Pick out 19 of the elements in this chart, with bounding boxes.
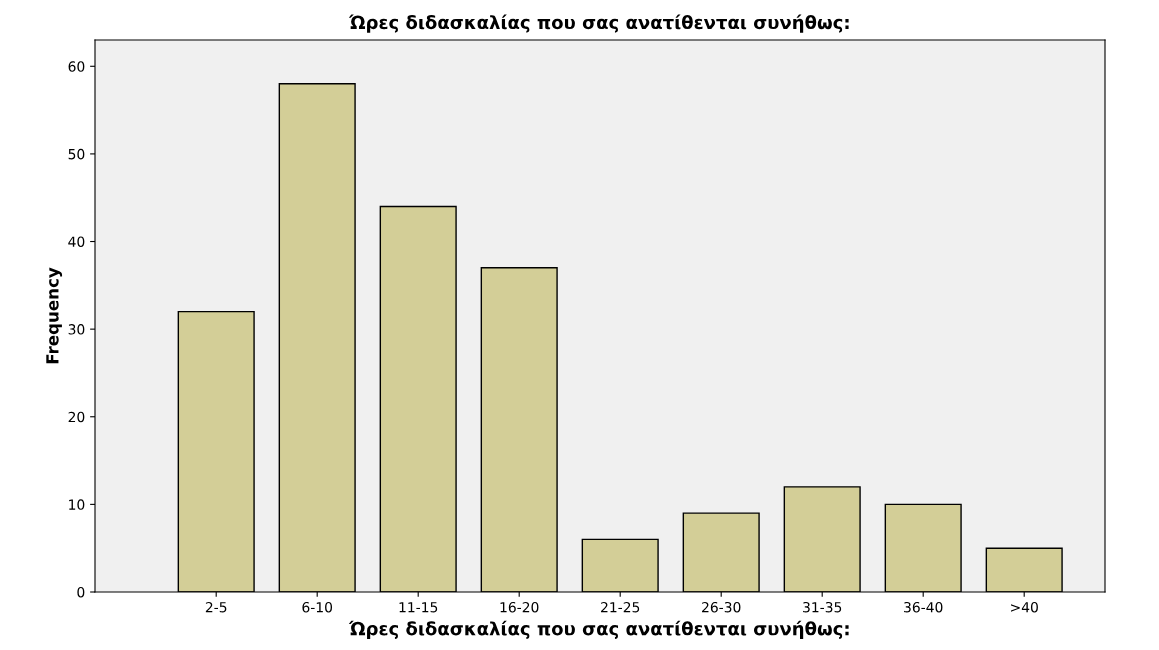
y-tick-label: 10 — [69, 499, 85, 510]
x-tick-label: 26-30 — [702, 601, 741, 613]
x-axis-title: Ώρες διδασκαλίας που σας ανατίθενται συνήθως: — [348, 620, 849, 639]
x-tick-label: 21-25 — [601, 601, 640, 613]
x-tick-label: 11-15 — [399, 602, 438, 613]
x-tick-label: 16-20 — [500, 601, 539, 613]
x-tick-label: 2-5 — [205, 601, 227, 613]
chart-title: Ώρες διδασκαλίας που σας ανατίθενται συνήθως: — [348, 14, 849, 33]
y-tick-label: 60 — [68, 61, 85, 72]
y-tick-label: 30 — [68, 324, 85, 335]
y-tick-label: 50 — [68, 148, 85, 160]
x-tick-label: 31-35 — [803, 601, 842, 613]
x-tick-label: 36-40 — [904, 601, 943, 613]
y-tick-label: 0 — [77, 586, 85, 598]
y-tick-label: 40 — [68, 236, 85, 247]
y-tick-label: 20 — [68, 411, 85, 423]
x-tick-label: 6-10 — [302, 601, 333, 613]
x-tick-label: >40 — [1011, 601, 1038, 613]
y-axis-title: Frequency — [46, 267, 63, 364]
